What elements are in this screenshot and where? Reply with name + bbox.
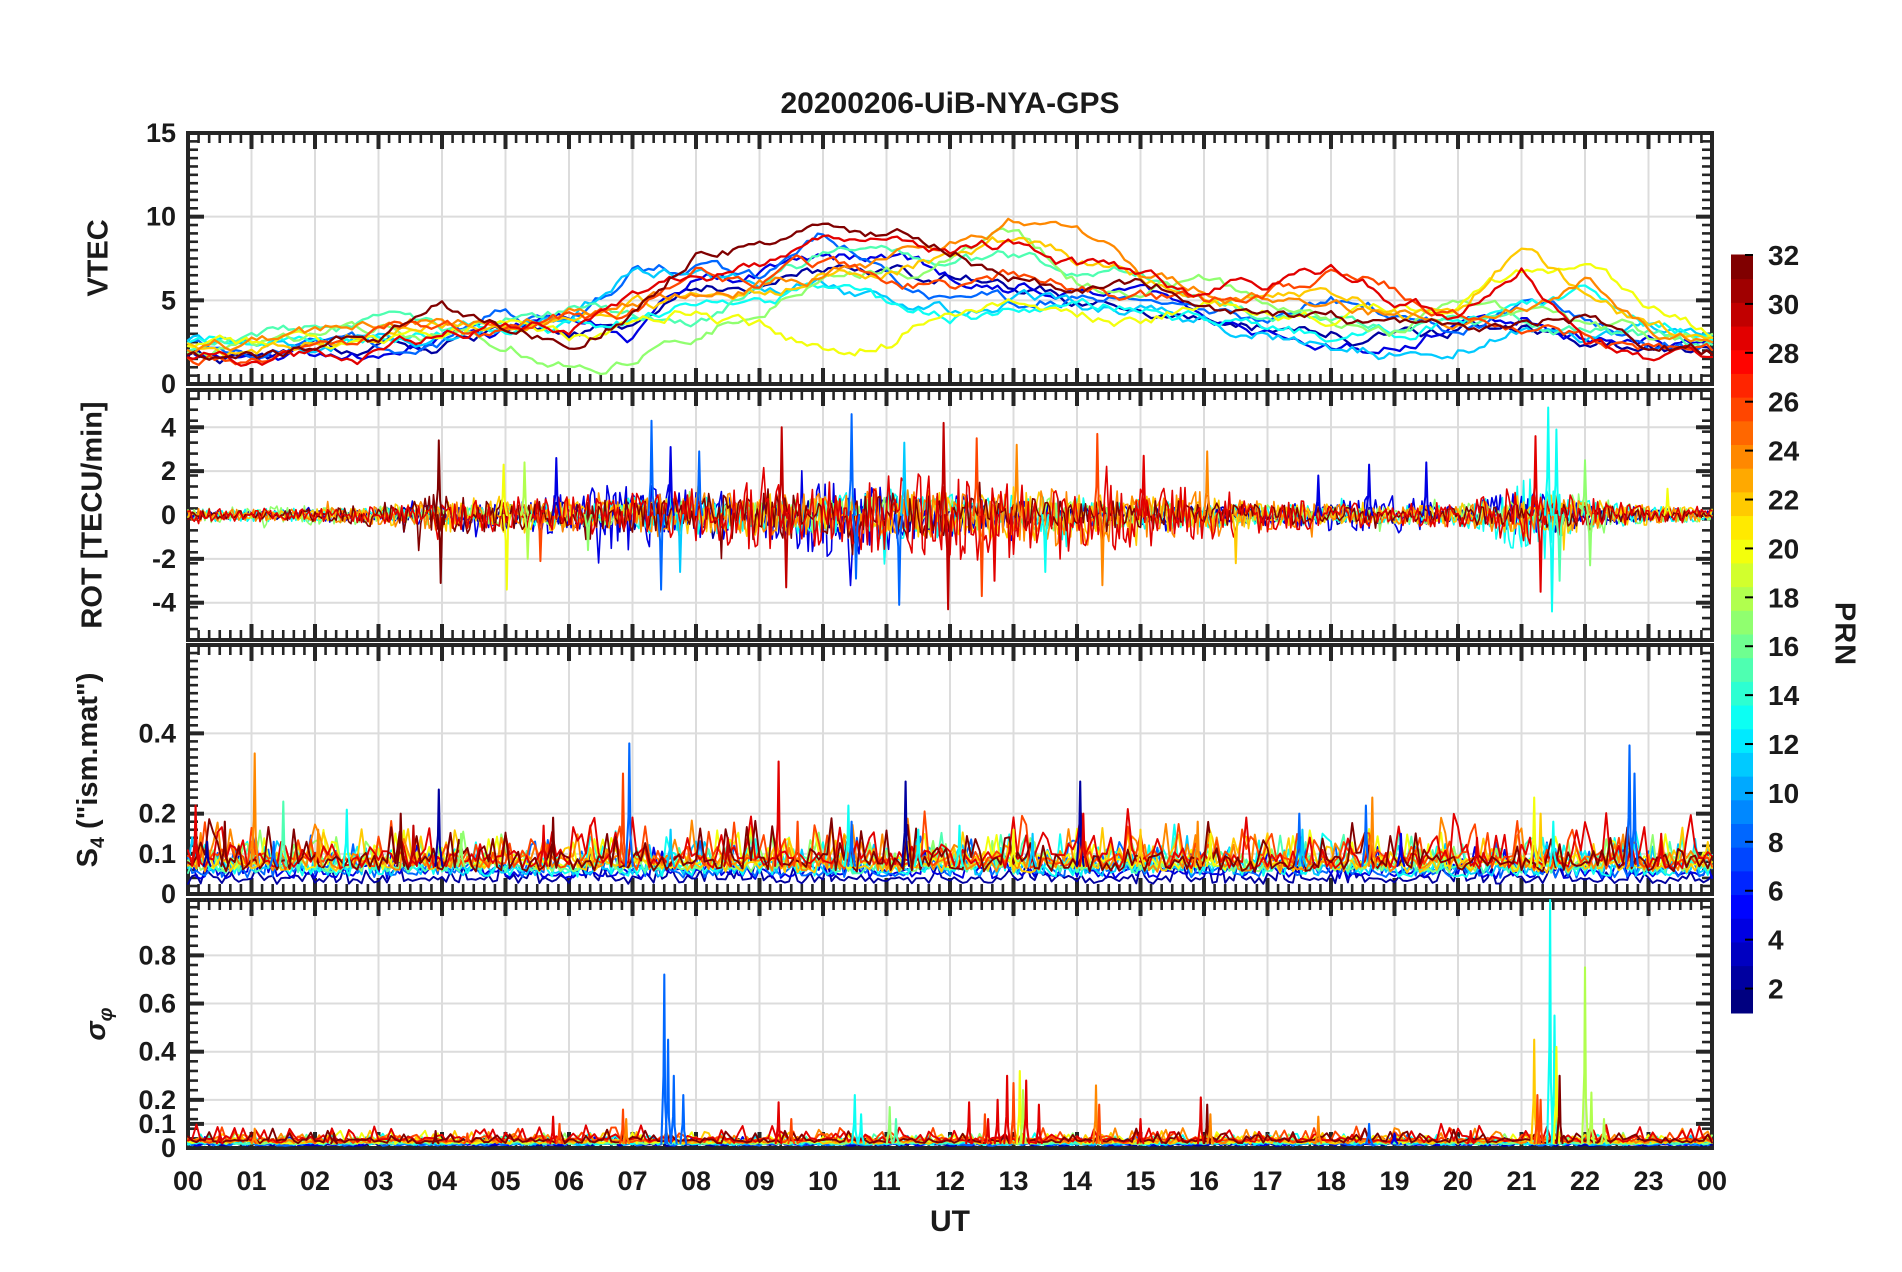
ticks-rot [186,392,1714,638]
svg-text:16: 16 [1189,1166,1219,1196]
svg-text:16: 16 [1768,631,1799,662]
svg-text:8: 8 [1768,827,1784,858]
svg-text:20: 20 [1443,1166,1473,1196]
svg-text:28: 28 [1768,338,1799,369]
svg-text:-2: -2 [152,544,176,574]
svg-text:0.8: 0.8 [138,940,176,970]
svg-text:03: 03 [363,1166,393,1196]
svg-text:10: 10 [1768,778,1799,809]
svg-text:0.1: 0.1 [138,839,176,869]
svg-text:2: 2 [161,456,176,486]
series-rot [187,406,1713,613]
svg-text:18: 18 [1316,1166,1346,1196]
panel-sigma-phi: 00.10.2 0.4 0.6 0.8 [138,898,1714,1163]
svg-text:14: 14 [1062,1166,1092,1196]
ytick-labels-vtec: 0 5 10 15 [146,118,176,399]
svg-text:09: 09 [744,1166,774,1196]
svg-text:0: 0 [161,369,176,399]
svg-text:10: 10 [808,1166,838,1196]
svg-text:23: 23 [1633,1166,1663,1196]
xtick-labels: 00 01 02 03 04 05 06 07 08 09 10 11 12 13 14 15 16 17 18 19… [173,1166,1727,1196]
svg-text:06: 06 [554,1166,584,1196]
svg-text:12: 12 [1768,729,1799,760]
svg-text:13: 13 [998,1166,1028,1196]
series-sigma-phi [187,898,1713,1147]
ylabel-sigma-phi: σφ [80,1007,117,1041]
svg-text:08: 08 [681,1166,711,1196]
svg-text:12: 12 [935,1166,965,1196]
panel-vtec: 0 5 10 15 [146,118,1714,399]
svg-text:22: 22 [1768,485,1799,516]
svg-text:5: 5 [161,285,176,315]
chart-title: 20200206-UiB-NYA-GPS [780,87,1120,120]
ylabel-rot: ROT [TECU/min] [76,401,109,629]
svg-text:30: 30 [1768,289,1799,320]
svg-text:0.1: 0.1 [138,1109,176,1139]
svg-text:02: 02 [300,1166,330,1196]
svg-text:6: 6 [1768,876,1784,907]
svg-text:14: 14 [1768,680,1800,711]
svg-text:21: 21 [1506,1166,1536,1196]
svg-text:4: 4 [161,412,176,442]
svg-text:00: 00 [173,1166,203,1196]
series-s4 [187,742,1713,885]
svg-text:05: 05 [490,1166,520,1196]
svg-text:26: 26 [1768,387,1799,418]
svg-text:2: 2 [1768,974,1784,1005]
svg-text:10: 10 [146,202,176,232]
svg-text:0: 0 [161,879,176,909]
svg-text:17: 17 [1252,1166,1282,1196]
svg-text:18: 18 [1768,582,1799,613]
series-vtec [186,217,1714,376]
svg-text:-4: -4 [152,588,176,618]
svg-text:0.2: 0.2 [138,1085,176,1115]
ytick-labels-rot: -4 -2 0 2 4 [152,412,176,617]
svg-text:0: 0 [161,500,176,530]
svg-text:0: 0 [161,1133,176,1163]
ytick-labels-sigma-phi: 00.10.2 0.4 0.6 0.8 [138,940,176,1163]
svg-text:01: 01 [236,1166,266,1196]
svg-text:0.4: 0.4 [138,718,176,748]
ticks-vtec [186,131,1714,386]
grid-sigma-phi [188,900,1712,1148]
svg-text:4: 4 [1768,925,1784,956]
svg-text:24: 24 [1768,436,1800,467]
svg-text:15: 15 [146,118,176,148]
svg-text:0.6: 0.6 [138,989,176,1019]
svg-text:22: 22 [1570,1166,1600,1196]
svg-text:20: 20 [1768,533,1799,564]
svg-text:15: 15 [1125,1166,1155,1196]
svg-text:04: 04 [427,1166,457,1196]
xlabel-ut: UT [930,1205,970,1238]
svg-text:32: 32 [1768,240,1799,271]
svg-text:07: 07 [617,1166,647,1196]
colorbar-label: PRN [1828,601,1861,667]
ylabel-s4: S4 ("ism.mat") [72,672,109,868]
svg-text:00: 00 [1697,1166,1727,1196]
svg-text:0.4: 0.4 [138,1037,176,1067]
ylabel-vtec: VTEC [82,219,115,297]
svg-text:19: 19 [1379,1166,1409,1196]
svg-text:11: 11 [872,1166,901,1196]
ytick-labels-s4: 0 0.1 0.2 0.4 [138,718,176,909]
svg-text:0.2: 0.2 [138,799,176,829]
